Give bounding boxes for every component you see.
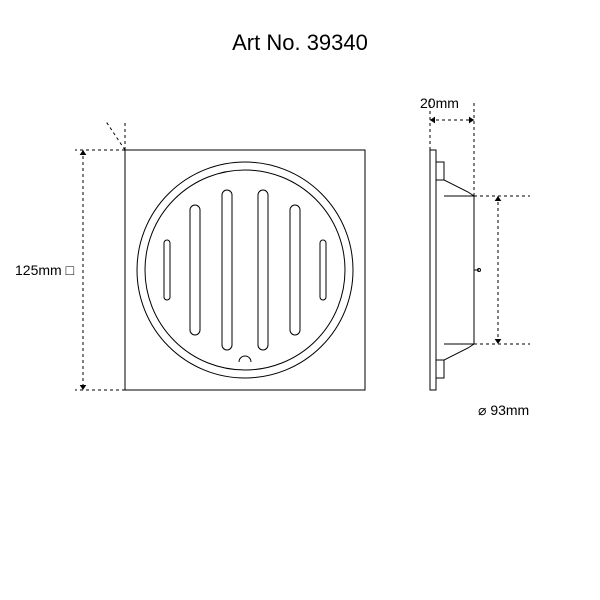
svg-text:⌀ 93mm: ⌀ 93mm — [478, 402, 529, 418]
svg-text:20mm: 20mm — [420, 95, 459, 111]
svg-text:125mm □: 125mm □ — [15, 262, 75, 278]
technical-drawing: 125mm □ 20mm ⌀ 93mm — [0, 0, 600, 600]
